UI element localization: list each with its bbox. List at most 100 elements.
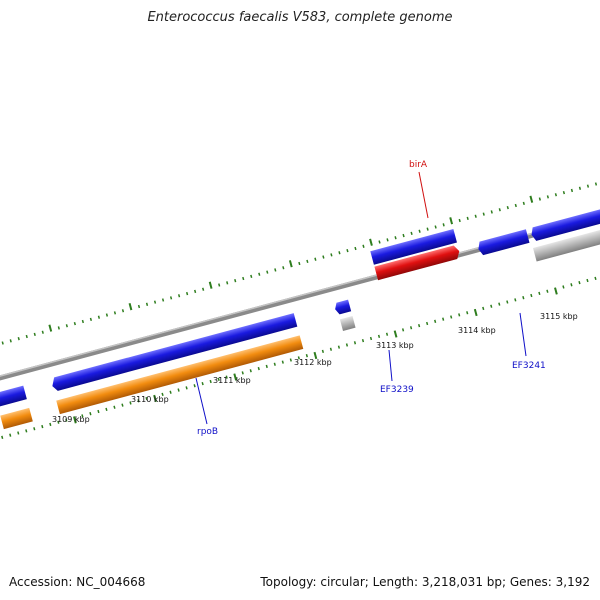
major-tick — [128, 303, 133, 311]
minor-tick — [546, 289, 549, 293]
minor-tick — [89, 317, 93, 321]
minor-tick — [81, 414, 84, 418]
cds-birA-inner[interactable] — [374, 244, 461, 281]
minor-tick — [193, 384, 196, 388]
minor-tick — [586, 278, 589, 283]
minor-tick — [474, 214, 477, 218]
cds-birA-outer[interactable] — [370, 228, 457, 265]
minor-tick — [338, 251, 341, 255]
cds-rpoB-inner[interactable] — [56, 335, 304, 415]
cds-EF3239-outer[interactable] — [334, 299, 352, 315]
gene-label-EF3241[interactable]: EF3241 — [512, 361, 546, 371]
minor-tick — [522, 201, 525, 205]
minor-tick — [378, 240, 381, 244]
minor-tick — [330, 253, 333, 257]
minor-tick — [89, 412, 92, 416]
leader-birA — [418, 171, 429, 219]
minor-tick — [185, 386, 188, 390]
accession-text: Accession: NC_004668 — [9, 575, 146, 589]
major-tick — [313, 351, 318, 360]
kbp-label-3110: 3110 kbp — [131, 395, 169, 404]
minor-tick — [250, 274, 253, 279]
major-tick — [73, 416, 77, 424]
minor-tick — [321, 349, 325, 354]
minor-tick — [490, 304, 493, 308]
minor-tick — [401, 328, 405, 332]
minor-tick — [177, 388, 180, 392]
minor-tick — [282, 266, 285, 270]
minor-tick — [506, 205, 509, 210]
minor-tick — [322, 255, 325, 259]
minor-tick — [353, 341, 357, 345]
minor-tick — [25, 334, 28, 339]
minor-tick — [194, 289, 197, 294]
minor-tick — [538, 291, 541, 296]
minor-tick — [202, 287, 205, 291]
minor-tick — [570, 188, 574, 193]
gene-label-EF3239[interactable]: EF3239 — [380, 385, 414, 395]
minor-tick — [354, 246, 357, 251]
major-tick — [208, 281, 213, 289]
minor-tick — [418, 229, 421, 233]
cds-right-edge-outer[interactable] — [530, 204, 600, 242]
minor-tick — [530, 293, 533, 298]
minor-tick — [345, 343, 349, 347]
minor-tick — [1, 435, 4, 439]
major-tick — [473, 308, 478, 317]
minor-tick — [546, 195, 549, 199]
minor-tick — [466, 311, 469, 315]
minor-tick — [73, 321, 76, 326]
minor-tick — [273, 362, 276, 366]
cds-rpoB-outer[interactable] — [50, 313, 298, 392]
major-tick — [288, 260, 293, 268]
minor-tick — [137, 304, 141, 309]
tick-row-outer — [1, 182, 598, 345]
minor-tick — [9, 433, 12, 437]
leader-EF3241 — [519, 312, 527, 357]
minor-tick — [129, 401, 132, 405]
kbp-label-3109: 3109 kbp — [52, 415, 90, 424]
gene-label-birA[interactable]: birA — [409, 160, 428, 170]
minor-tick — [594, 276, 597, 280]
minor-tick — [33, 332, 36, 337]
minor-tick — [594, 182, 598, 186]
minor-tick — [225, 375, 228, 379]
minor-tick — [25, 429, 28, 433]
major-tick — [233, 373, 238, 381]
major-tick — [48, 324, 53, 332]
minor-tick — [226, 281, 229, 285]
minor-tick — [434, 225, 437, 229]
minor-tick — [289, 358, 292, 362]
tick-row-inner — [1, 276, 597, 439]
minor-tick — [33, 427, 36, 431]
cds-left-edge-outer[interactable] — [0, 385, 27, 407]
cds-EF3239-inner[interactable] — [339, 316, 356, 331]
minor-tick — [498, 302, 501, 306]
kbp-label-3114: 3114 kbp — [458, 326, 496, 335]
minor-tick — [145, 302, 149, 306]
minor-tick — [1, 341, 4, 345]
minor-tick — [482, 306, 485, 311]
kbp-label-3112: 3112 kbp — [294, 358, 332, 367]
minor-tick — [249, 369, 252, 373]
minor-tick — [185, 291, 189, 296]
minor-tick — [314, 257, 317, 261]
minor-tick — [161, 392, 164, 396]
gene-label-rpoB[interactable]: rpoB — [197, 427, 218, 437]
minor-tick — [105, 313, 109, 317]
minor-tick — [346, 248, 349, 253]
cds-left-edge-inner[interactable] — [0, 407, 33, 430]
cds-right-edge-inner[interactable] — [532, 224, 600, 262]
minor-tick — [65, 324, 68, 328]
minor-tick — [490, 210, 493, 214]
minor-tick — [506, 300, 509, 304]
major-tick — [449, 217, 454, 225]
genome-backbone-highlight — [0, 209, 600, 382]
minor-tick — [450, 315, 453, 319]
minor-tick — [538, 197, 541, 201]
minor-tick — [578, 186, 582, 190]
minor-tick — [329, 347, 333, 351]
cds-EF3241-outer[interactable] — [477, 229, 530, 256]
minor-tick — [65, 418, 68, 422]
minor-tick — [242, 276, 245, 281]
